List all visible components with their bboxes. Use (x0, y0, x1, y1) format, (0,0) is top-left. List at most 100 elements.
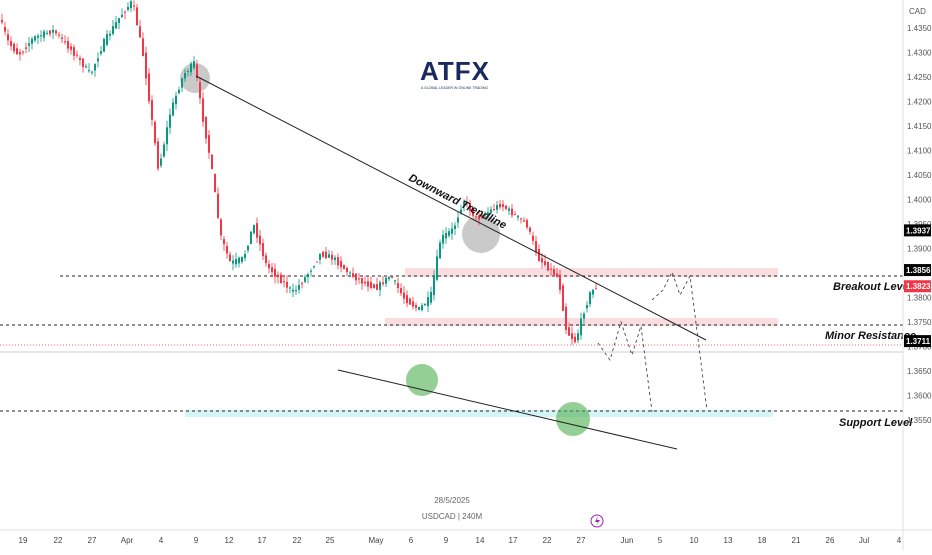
candle-body (109, 33, 111, 36)
candle-body (469, 202, 471, 212)
projection-path-1 (597, 320, 653, 413)
x-tick-label: 12 (225, 536, 234, 545)
y-tick-label: 1.3900 (907, 245, 932, 254)
candle-body (460, 209, 462, 213)
candle-body (34, 36, 36, 41)
candle-body (256, 223, 258, 238)
flash-icon[interactable] (590, 514, 604, 528)
candle-body (244, 254, 246, 259)
candle-body (151, 100, 153, 120)
candle-body (550, 268, 552, 270)
x-tick-label: 25 (326, 536, 335, 545)
candle-body (388, 277, 390, 280)
candle-body (130, 1, 132, 9)
candle-body (586, 304, 588, 309)
candle-body (205, 116, 207, 139)
y-tick-label: 1.3800 (907, 294, 932, 303)
candle-body (199, 82, 201, 99)
candle-body (412, 301, 414, 307)
candle-body (451, 228, 453, 234)
candle-body (445, 233, 447, 239)
candle-body (85, 66, 87, 68)
candle-body (580, 318, 582, 336)
candle-body (532, 235, 534, 241)
candle-body (322, 251, 324, 257)
y-tick-label: 1.4150 (907, 122, 932, 131)
candle-body (481, 215, 483, 218)
candle-body (1, 20, 3, 23)
candle-body (184, 73, 186, 79)
candle-body (325, 251, 327, 259)
candle-body (43, 31, 45, 38)
candle-body (520, 218, 522, 220)
candles (1, 0, 597, 345)
candle-body (430, 291, 432, 303)
candle-body (493, 209, 495, 211)
candle-body (46, 32, 48, 34)
breakout-level-label: Breakout Level (833, 281, 913, 293)
candle-body (508, 208, 510, 211)
candle-body (331, 254, 333, 260)
candle-body (121, 14, 123, 18)
candle-body (91, 71, 93, 73)
candle-body (286, 281, 288, 288)
candle-body (223, 239, 225, 245)
x-tick-label: 5 (658, 536, 663, 545)
candle-body (241, 256, 243, 262)
candle-body (340, 261, 342, 268)
candle-body (457, 217, 459, 223)
x-tick-label: 22 (54, 536, 63, 545)
candle-body (259, 235, 261, 245)
logo-tagline: A GLOBAL LEADER IN ONLINE TRADING (421, 86, 488, 90)
candle-body (535, 241, 537, 253)
candle-body (235, 259, 237, 265)
candle-body (355, 273, 357, 281)
candle-body (418, 307, 420, 310)
candle-body (337, 257, 339, 266)
candle-body (421, 305, 423, 311)
candle-body (31, 38, 33, 44)
logo-text: ATFX (420, 56, 490, 86)
candle-body (76, 54, 78, 56)
candle-body (22, 51, 24, 53)
candle-body (265, 255, 267, 264)
candle-body (529, 227, 531, 232)
candle-body (514, 213, 516, 215)
y-tick-label: 1.3600 (907, 392, 932, 401)
candle-body (415, 304, 417, 308)
candle-body (115, 22, 117, 29)
candle-body (487, 212, 489, 214)
candle-body (172, 102, 174, 116)
candle-body (220, 219, 222, 236)
candle-body (214, 173, 216, 193)
y-tick-label: 1.4050 (907, 171, 932, 180)
candle-body (136, 7, 138, 26)
candle-body (304, 277, 306, 282)
candle-body (283, 281, 285, 283)
y-tick-label: 1.4000 (907, 196, 932, 205)
price-tag-label: 1.3937 (906, 226, 931, 235)
candle-body (190, 63, 192, 73)
candle-body (49, 30, 51, 35)
candle-body (364, 281, 366, 284)
x-tick-label: 9 (444, 536, 449, 545)
candle-body (82, 58, 84, 68)
candle-body (58, 34, 60, 36)
candle-body (403, 292, 405, 299)
candle-body (175, 95, 177, 105)
y-tick-label: 1.4250 (907, 73, 932, 82)
candle-body (379, 282, 381, 290)
candle-body (475, 215, 477, 217)
x-tick-label: 27 (577, 536, 586, 545)
candle-body (517, 215, 519, 218)
candle-body (574, 336, 576, 343)
price-tag (904, 280, 931, 293)
price-tag (904, 224, 931, 237)
candle-body (187, 71, 189, 73)
candle-body (316, 261, 318, 263)
candle-body (541, 258, 543, 263)
candle-body (157, 141, 159, 169)
candle-body (67, 40, 69, 49)
candle-body (472, 207, 474, 216)
